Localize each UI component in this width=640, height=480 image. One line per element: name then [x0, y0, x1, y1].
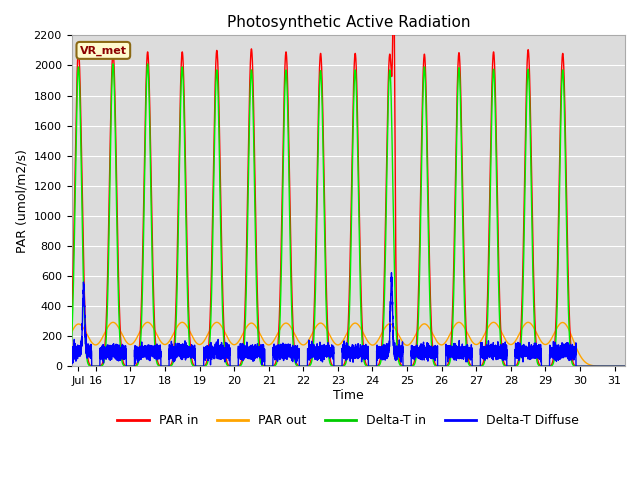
- Legend: PAR in, PAR out, Delta-T in, Delta-T Diffuse: PAR in, PAR out, Delta-T in, Delta-T Dif…: [113, 409, 584, 432]
- Y-axis label: PAR (umol/m2/s): PAR (umol/m2/s): [15, 149, 28, 253]
- Title: Photosynthetic Active Radiation: Photosynthetic Active Radiation: [227, 15, 470, 30]
- Text: VR_met: VR_met: [80, 45, 127, 56]
- X-axis label: Time: Time: [333, 389, 364, 402]
